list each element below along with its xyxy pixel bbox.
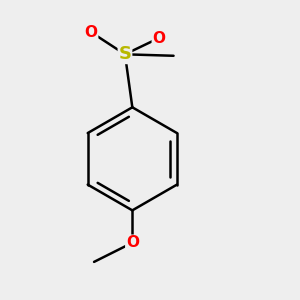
Text: O: O bbox=[152, 31, 165, 46]
Text: O: O bbox=[85, 25, 98, 40]
Text: S: S bbox=[118, 45, 131, 63]
Text: O: O bbox=[126, 235, 139, 250]
